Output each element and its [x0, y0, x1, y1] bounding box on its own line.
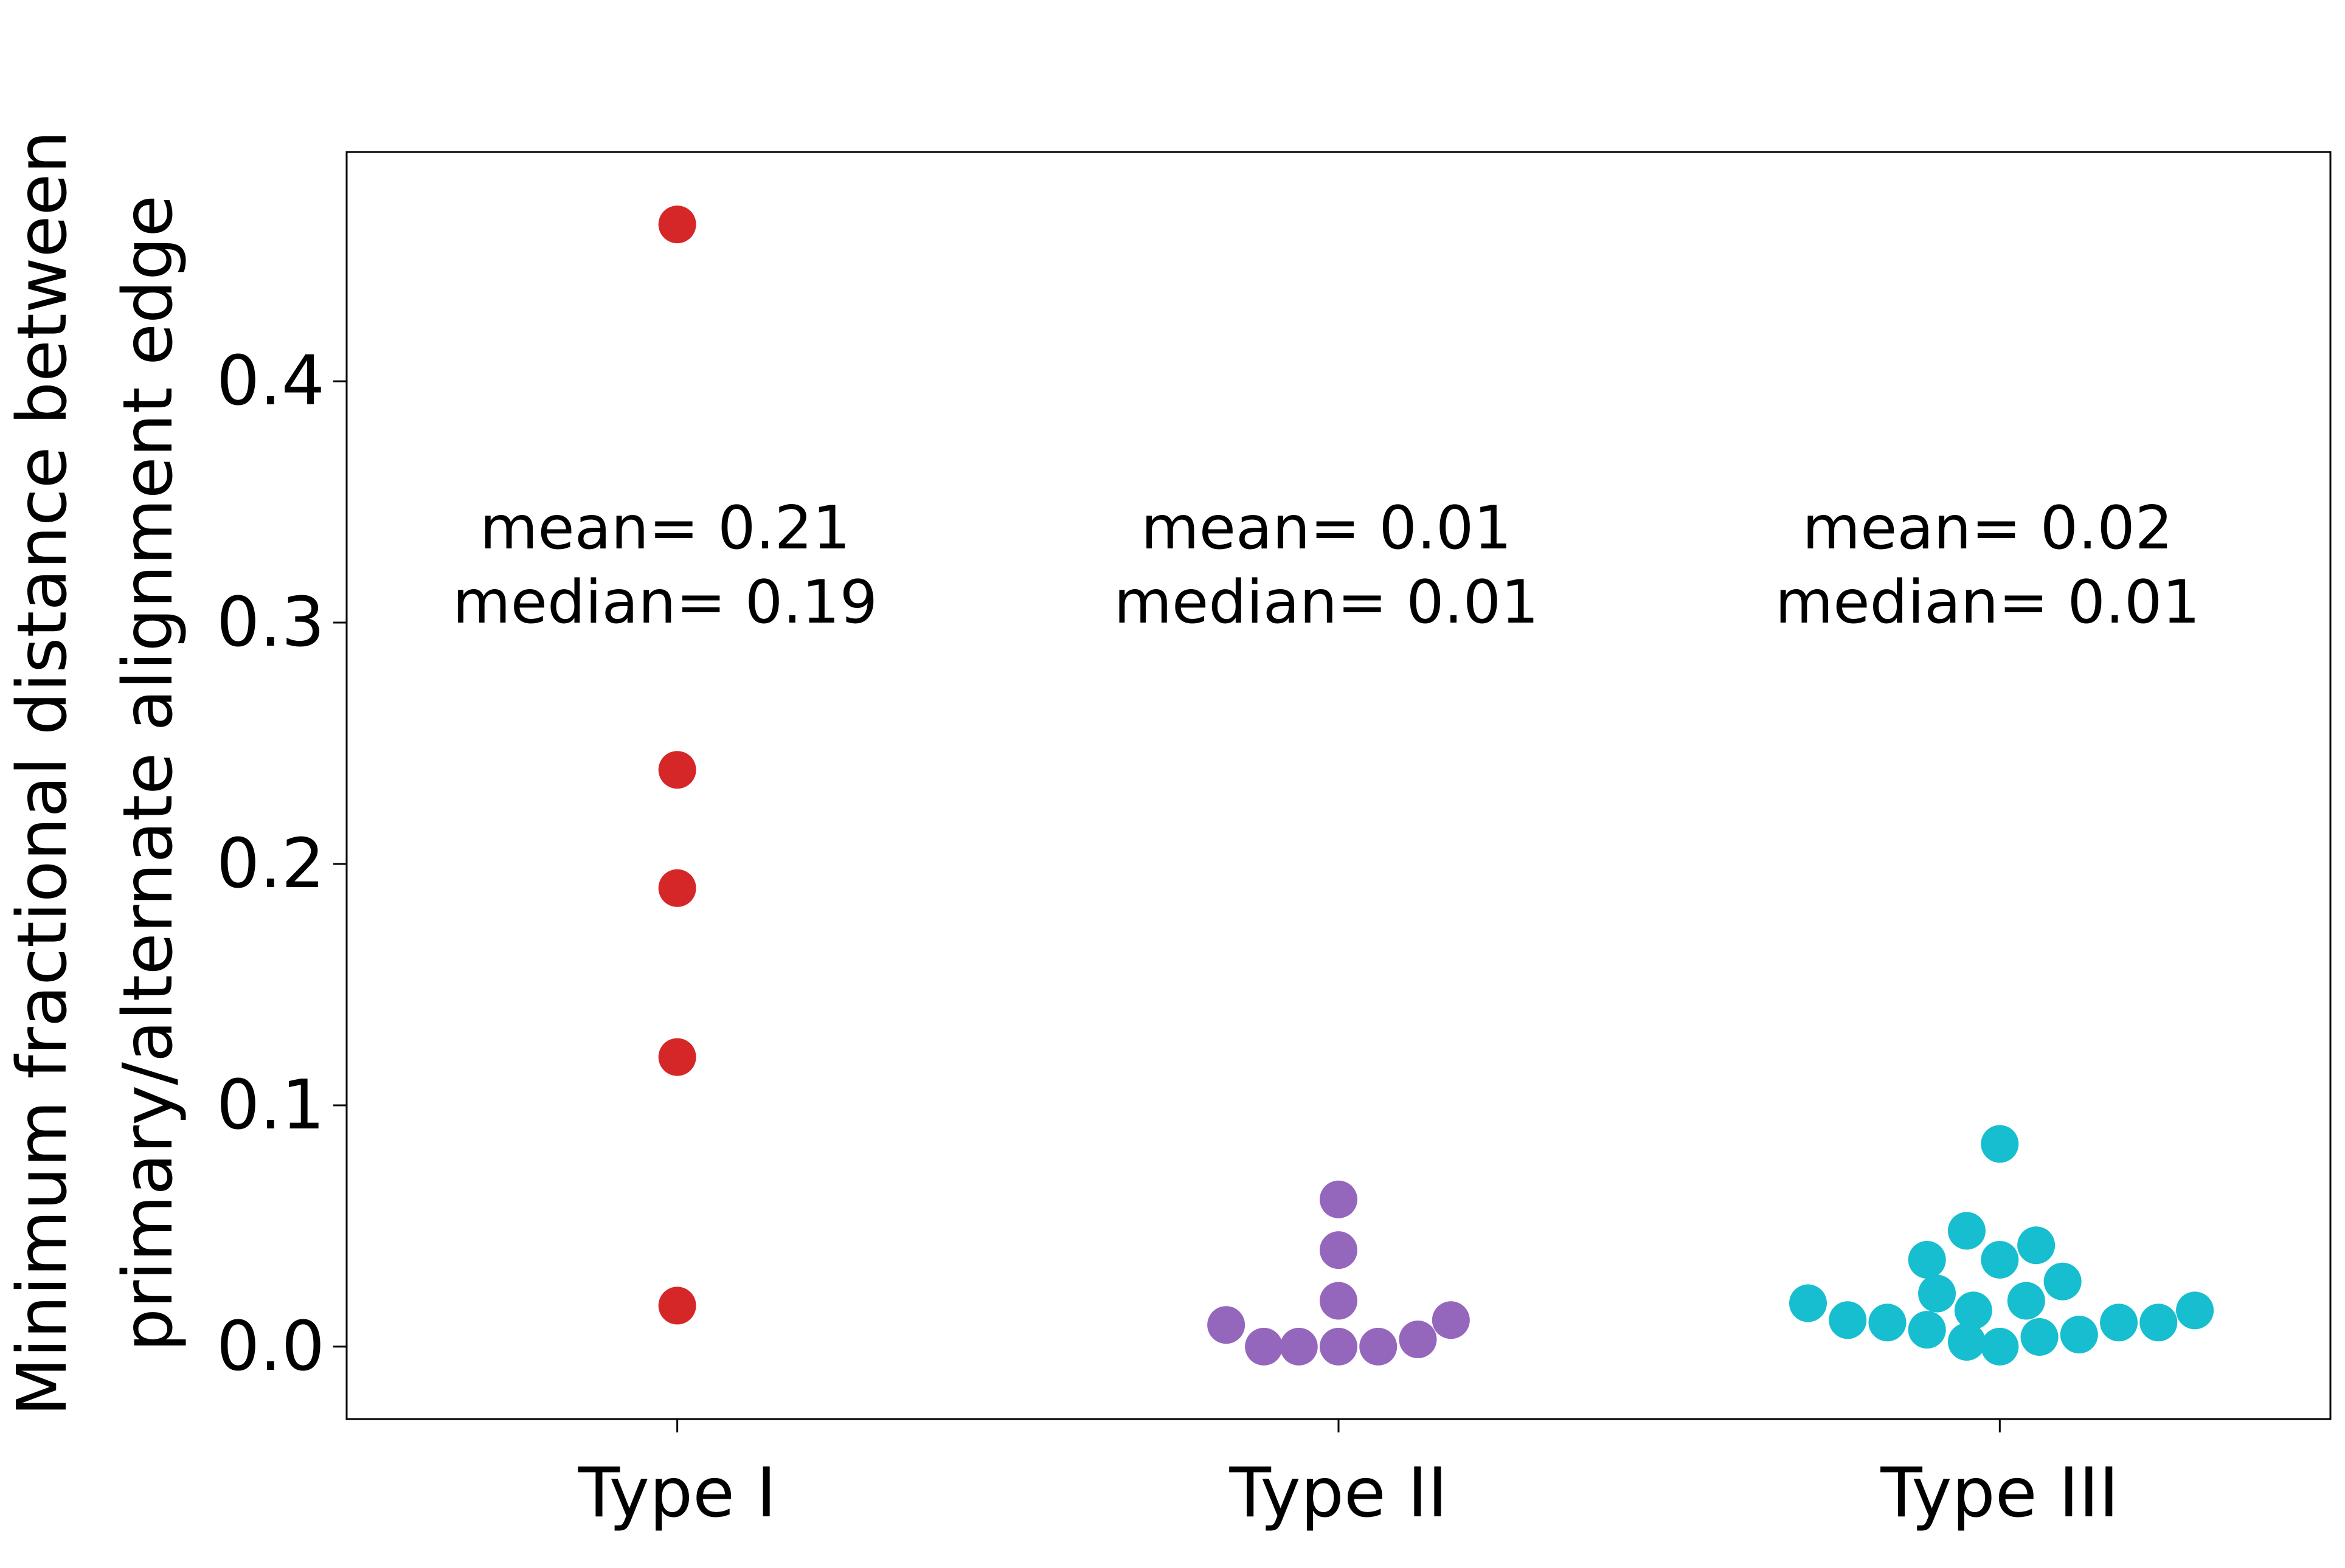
- data-point: [1245, 1327, 1283, 1366]
- data-point: [1981, 1125, 2019, 1163]
- data-point: [1947, 1212, 1986, 1250]
- y-tick-label: 0.1: [216, 1066, 325, 1145]
- data-points: [658, 205, 2214, 1366]
- data-point: [1954, 1291, 1992, 1330]
- y-axis-label: Minimum fractional distance between prim…: [3, 131, 188, 1417]
- annotation-text: mean= 0.21: [480, 494, 850, 563]
- data-point: [1359, 1327, 1398, 1366]
- data-point: [658, 205, 696, 244]
- annotation-text: median= 0.01: [1114, 568, 1539, 637]
- y-axis-ticks: 0.0 0.1 0.2 0.3 0.4: [216, 342, 347, 1386]
- data-point: [1947, 1322, 1986, 1361]
- data-point: [2007, 1282, 2045, 1320]
- data-point: [1432, 1301, 1470, 1339]
- data-point: [2020, 1318, 2059, 1356]
- data-point: [658, 751, 696, 789]
- data-point: [1981, 1327, 2019, 1366]
- data-point: [2060, 1316, 2098, 1354]
- annotation-text: mean= 0.01: [1141, 494, 1511, 563]
- data-point: [1868, 1304, 1907, 1342]
- data-point: [1320, 1327, 1357, 1366]
- data-point: [1789, 1284, 1827, 1322]
- x-tick-label: Type I: [578, 1454, 777, 1533]
- x-tick-label: Type III: [1880, 1454, 2119, 1533]
- data-point: [1207, 1306, 1245, 1344]
- x-tick-label: Type II: [1229, 1454, 1448, 1533]
- annotation-text: median= 0.01: [1775, 568, 2200, 637]
- data-point: [1320, 1231, 1357, 1269]
- data-point: [1280, 1327, 1318, 1366]
- data-point: [1320, 1282, 1357, 1320]
- y-axis-label-line-2: primary/alternate alignment edge: [109, 195, 188, 1352]
- data-point: [658, 1287, 696, 1325]
- data-point: [2043, 1262, 2082, 1300]
- data-point: [1399, 1321, 1437, 1359]
- x-axis-ticks: Type I Type II Type III: [578, 1419, 2119, 1533]
- data-point: [2176, 1291, 2214, 1330]
- data-point: [1918, 1274, 1956, 1313]
- data-point: [2139, 1304, 2178, 1342]
- data-point: [1981, 1241, 2019, 1279]
- data-point: [1320, 1180, 1357, 1218]
- data-point: [658, 1038, 696, 1076]
- y-tick-label: 0.2: [216, 824, 325, 903]
- data-point: [1908, 1241, 1946, 1279]
- y-axis-label-line-1: Minimum fractional distance between: [3, 131, 82, 1417]
- annotation-text: mean= 0.02: [1803, 494, 2173, 563]
- data-point: [2017, 1226, 2056, 1265]
- data-point: [1829, 1301, 1867, 1339]
- data-point: [1908, 1311, 1946, 1349]
- y-tick-label: 0.3: [216, 583, 325, 662]
- data-point: [2100, 1304, 2138, 1342]
- plot-area-frame: [345, 151, 2332, 1420]
- annotation-text: median= 0.19: [452, 568, 878, 637]
- y-tick-label: 0.0: [216, 1307, 325, 1386]
- data-point: [658, 869, 696, 907]
- y-tick-label: 0.4: [216, 342, 325, 421]
